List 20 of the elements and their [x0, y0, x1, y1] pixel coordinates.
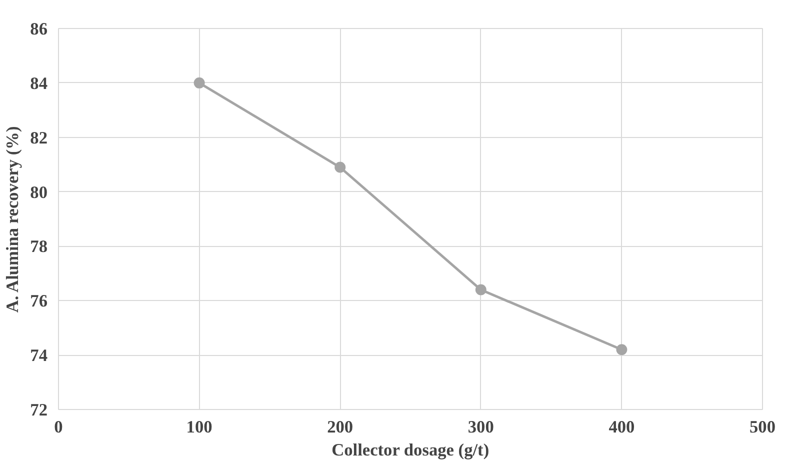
y-tick-label: 76 — [30, 292, 48, 311]
x-tick-label: 500 — [750, 418, 776, 436]
y-axis-title: A. Alumina recovery (%) — [3, 126, 22, 313]
point — [475, 284, 486, 296]
y-tick-label: 78 — [30, 237, 48, 256]
x-axis-title: Collector dosage (g/t) — [332, 440, 490, 460]
y-tick-label: 84 — [30, 74, 48, 93]
point — [334, 162, 346, 173]
y-tick-label: 82 — [30, 128, 48, 148]
y-tick-label: 74 — [30, 346, 48, 366]
point — [616, 344, 628, 356]
x-tick-label: 200 — [327, 418, 354, 436]
point — [194, 77, 205, 88]
y-tick-label: 72 — [30, 400, 48, 420]
x-tick-label: 0 — [54, 418, 63, 436]
x-tick-label: 300 — [468, 418, 494, 436]
y-tick-label: 80 — [30, 182, 48, 202]
x-tick-label: 100 — [186, 418, 212, 436]
y-tick-label: 86 — [30, 20, 48, 38]
x-tick-label: 400 — [608, 418, 635, 436]
